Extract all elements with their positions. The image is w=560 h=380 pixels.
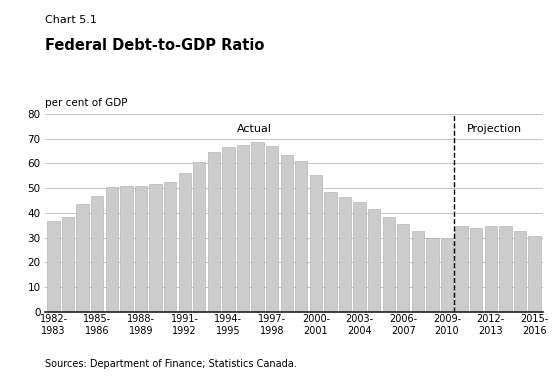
- Bar: [426, 238, 438, 312]
- Bar: [193, 162, 206, 312]
- Bar: [310, 174, 322, 312]
- Bar: [266, 146, 278, 312]
- Bar: [91, 195, 104, 312]
- Text: Actual: Actual: [236, 124, 272, 134]
- Bar: [324, 192, 337, 312]
- Bar: [353, 202, 366, 312]
- Bar: [412, 231, 424, 312]
- Bar: [281, 155, 293, 312]
- Text: per cent of GDP: per cent of GDP: [45, 98, 127, 108]
- Bar: [150, 184, 162, 312]
- Bar: [251, 142, 264, 312]
- Bar: [455, 226, 468, 312]
- Bar: [106, 187, 118, 312]
- Bar: [397, 224, 409, 312]
- Text: Chart 5.1: Chart 5.1: [45, 15, 97, 25]
- Bar: [164, 182, 176, 312]
- Bar: [48, 222, 60, 312]
- Bar: [528, 236, 540, 312]
- Bar: [382, 217, 395, 312]
- Bar: [208, 152, 220, 312]
- Bar: [120, 186, 133, 312]
- Bar: [77, 204, 89, 312]
- Bar: [470, 228, 482, 312]
- Bar: [368, 209, 380, 312]
- Bar: [62, 217, 74, 312]
- Bar: [295, 161, 307, 312]
- Text: Federal Debt-to-GDP Ratio: Federal Debt-to-GDP Ratio: [45, 38, 264, 53]
- Bar: [135, 186, 147, 312]
- Text: Projection: Projection: [467, 124, 522, 134]
- Bar: [441, 239, 453, 312]
- Text: Sources: Department of Finance; Statistics Canada.: Sources: Department of Finance; Statisti…: [45, 359, 297, 369]
- Bar: [514, 231, 526, 312]
- Bar: [484, 226, 497, 312]
- Bar: [179, 173, 191, 312]
- Bar: [499, 226, 511, 312]
- Bar: [237, 145, 249, 312]
- Bar: [339, 197, 351, 312]
- Bar: [222, 147, 235, 312]
